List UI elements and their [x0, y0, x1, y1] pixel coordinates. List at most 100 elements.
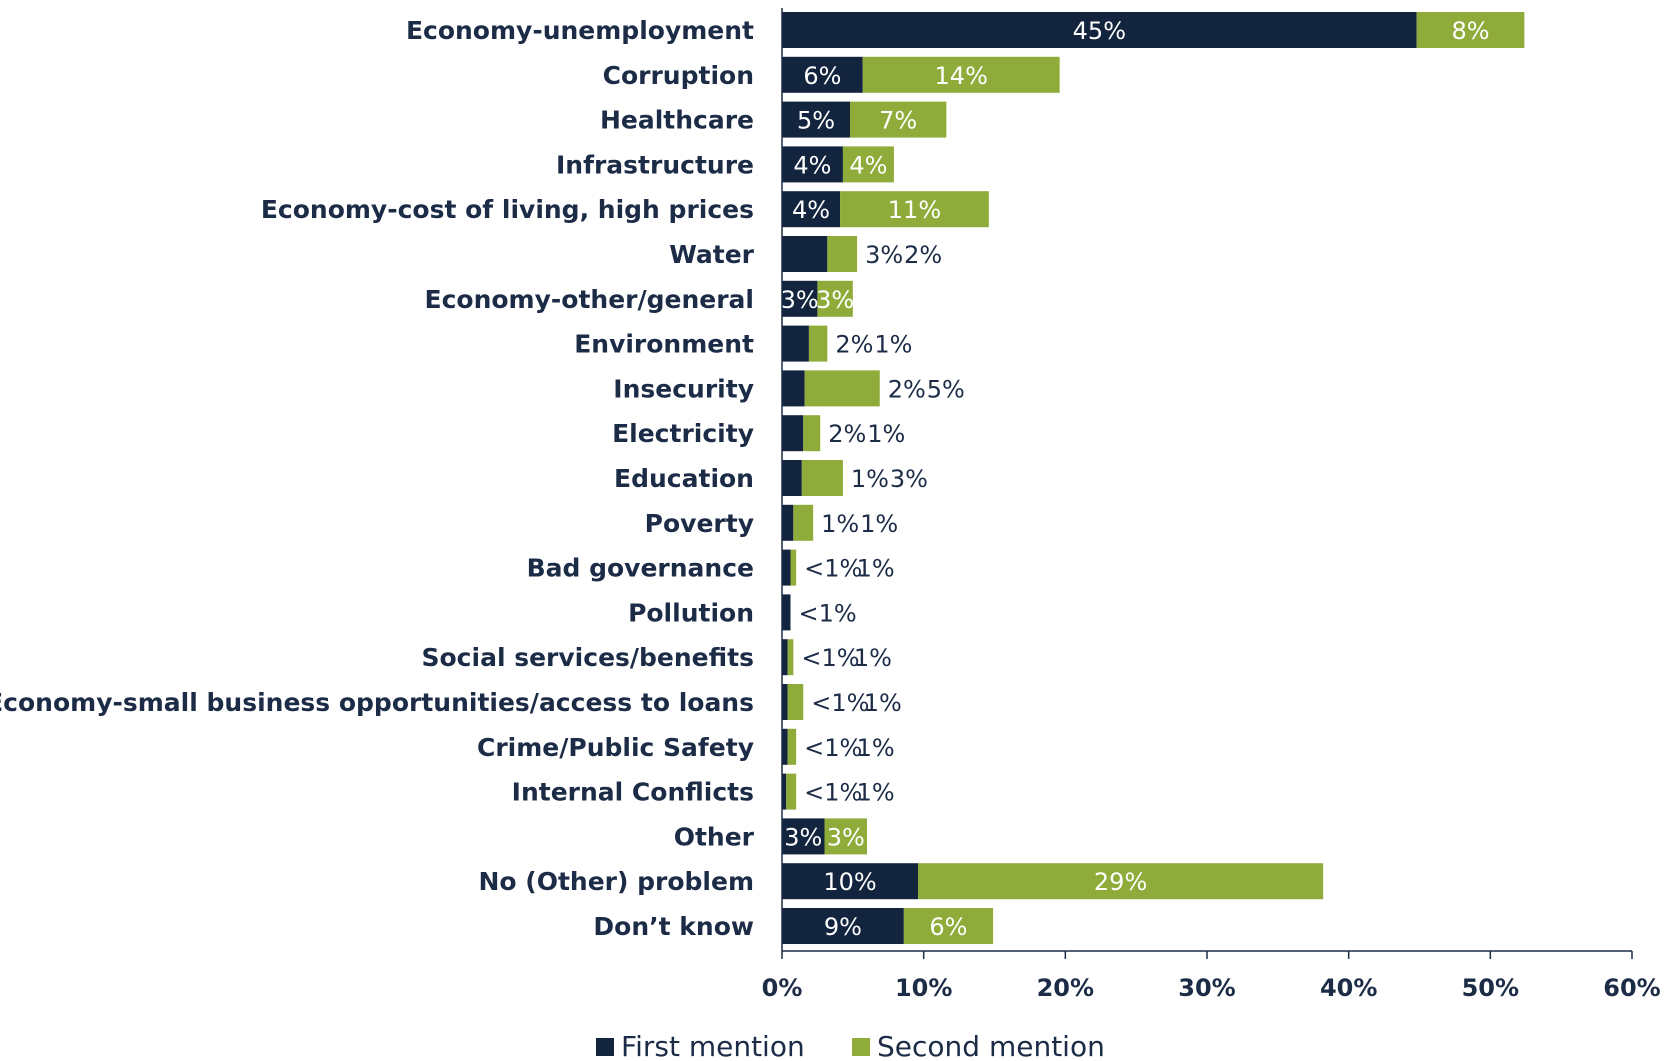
bar-second-mention — [824, 818, 867, 855]
category-label: Education — [614, 464, 754, 493]
bar-second-mention — [786, 773, 797, 810]
bar-first-mention — [782, 236, 828, 272]
category-labels: Economy-unemployment Corruption Healthcare… — [0, 16, 755, 941]
bar-second-mention — [918, 863, 1324, 900]
x-tick-label: 0% — [762, 974, 803, 1002]
bar-second-mention — [804, 370, 880, 407]
bar-label-first-mention: 9% — [824, 913, 862, 941]
bar-first-mention — [782, 191, 841, 228]
bar-first-mention — [782, 504, 794, 541]
category-label: Healthcare — [600, 106, 754, 135]
bar-label-second-mention: 1% — [857, 555, 895, 583]
bar-label-first-mention: 4% — [793, 151, 831, 179]
category-label: Corruption — [603, 61, 754, 90]
bar-label-first-mention: 3% — [865, 241, 903, 269]
category-label: Economy-unemployment — [406, 16, 754, 45]
bar-first-mention — [782, 460, 802, 496]
bar-label-second-mention: 5% — [927, 375, 965, 403]
category-label: Environment — [574, 330, 754, 359]
bar-label-second-mention: 3% — [827, 823, 865, 851]
bar-second-mention — [787, 639, 794, 676]
bar-first-mention — [782, 684, 788, 720]
bar-first-mention — [782, 146, 843, 183]
category-label: Infrastructure — [556, 150, 754, 179]
bar-first-mention — [782, 728, 788, 765]
bar-label-first-mention: 2% — [835, 331, 873, 359]
category-label: Internal Conflicts — [512, 778, 754, 807]
bar-label-second-mention: 29% — [1094, 868, 1147, 896]
category-label: Other — [674, 822, 755, 851]
bar-second-mention — [903, 908, 994, 944]
bar-first-mention — [782, 56, 863, 93]
bar-first-mention — [782, 370, 805, 407]
bar-label-first-mention: 6% — [803, 62, 841, 90]
category-label: No (Other) problem — [478, 867, 754, 896]
bar-first-mention — [782, 280, 818, 317]
category-label: Poverty — [645, 509, 754, 538]
bar-label-first-mention: <1% — [804, 779, 862, 807]
bar-label-second-mention: 1% — [867, 420, 905, 448]
bar-second-mention — [793, 504, 814, 541]
category-label: Economy-cost of living, high prices — [261, 195, 754, 224]
bar-first-mention — [782, 773, 787, 810]
bar-second-mention — [803, 415, 821, 452]
bar-first-mention — [782, 549, 791, 586]
category-label: Water — [669, 240, 754, 269]
category-label: Crime/Public Safety — [477, 733, 754, 762]
bar-label-second-mention: 1% — [864, 689, 902, 717]
bar-label-first-mention: 45% — [1073, 17, 1126, 45]
bar-first-mention — [782, 863, 918, 900]
bars — [782, 12, 1525, 944]
legend: First mention Second mention — [596, 1030, 1105, 1061]
category-label: Don’t know — [593, 912, 754, 941]
x-tick-label: 30% — [1178, 974, 1235, 1002]
bar-label-second-mention: 6% — [929, 913, 967, 941]
bar-first-mention — [782, 594, 791, 631]
bar-label-second-mention: 1% — [854, 644, 892, 672]
x-tick-label: 10% — [895, 974, 952, 1002]
bar-second-mention — [1416, 12, 1525, 48]
bar-first-mention — [782, 639, 788, 676]
bar-label-second-mention: 3% — [890, 465, 928, 493]
bar-label-second-mention: 8% — [1451, 17, 1489, 45]
bar-label-first-mention: <1% — [811, 689, 869, 717]
bar-label-second-mention: 7% — [879, 107, 917, 135]
bar-label-second-mention: 4% — [849, 151, 887, 179]
category-label: Pollution — [628, 598, 754, 627]
category-label: Bad governance — [527, 554, 754, 583]
bar-label-second-mention: 3% — [816, 286, 854, 314]
bar-label-second-mention: 1% — [860, 510, 898, 538]
bar-label-first-mention: 3% — [784, 823, 822, 851]
bar-first-mention — [782, 101, 850, 138]
bar-label-first-mention: 2% — [828, 420, 866, 448]
category-label: Economy-other/general — [425, 285, 754, 314]
bar-label-first-mention: 10% — [823, 868, 876, 896]
bar-label-first-mention: <1% — [799, 599, 857, 627]
bar-second-mention — [842, 146, 894, 183]
legend-swatch-second-mention — [852, 1038, 870, 1056]
bar-second-mention — [787, 684, 804, 720]
bar-second-mention — [850, 101, 947, 138]
x-tick-label: 60% — [1603, 974, 1660, 1002]
bar-first-mention — [782, 12, 1417, 48]
bar-label-second-mention: 1% — [874, 331, 912, 359]
bar-label-first-mention: <1% — [804, 555, 862, 583]
x-tick-label: 20% — [1037, 974, 1094, 1002]
bar-second-mention — [862, 56, 1060, 93]
bar-second-mention — [840, 191, 989, 228]
bar-first-mention — [782, 325, 809, 362]
x-tick-label: 50% — [1462, 974, 1519, 1002]
category-label: Social services/benefits — [422, 643, 755, 672]
x-ticks: 0% 10% 20% 30% 40% 50% 60% — [762, 951, 1661, 1002]
bar-second-mention — [808, 325, 828, 362]
bar-label-second-mention: 14% — [935, 62, 988, 90]
bar-label-first-mention: 4% — [792, 196, 830, 224]
bar-label-second-mention: 2% — [904, 241, 942, 269]
bar-second-mention — [827, 236, 858, 272]
bar-label-first-mention: <1% — [804, 734, 862, 762]
legend-swatch-first-mention — [596, 1038, 614, 1056]
bar-label-first-mention: 5% — [797, 107, 835, 135]
bar-label-first-mention: 1% — [821, 510, 859, 538]
bar-second-mention — [787, 728, 797, 765]
